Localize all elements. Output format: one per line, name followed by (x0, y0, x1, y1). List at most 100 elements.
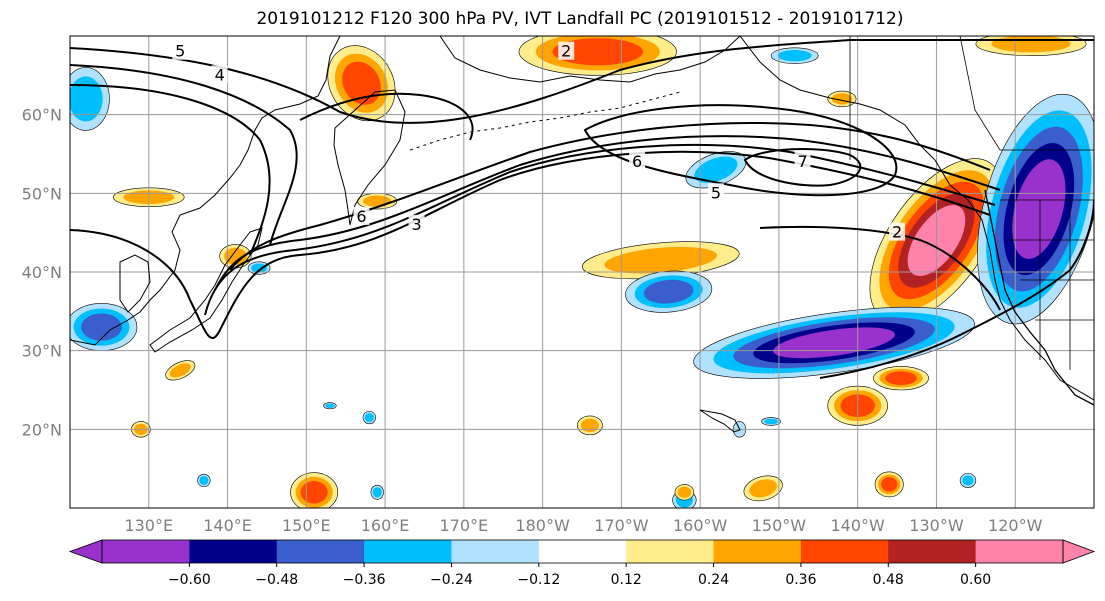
pv-anomaly-band (891, 373, 912, 383)
contour-label-backdrop (794, 151, 811, 170)
pv-anomaly-band (652, 284, 685, 300)
pv-anomaly-band (75, 85, 96, 113)
pv-anomaly-band (702, 161, 729, 178)
pv-anomaly-positive (165, 360, 196, 381)
contour-label-backdrop (211, 65, 228, 84)
pv-anomaly-positive (827, 90, 857, 108)
contour-line-5 (214, 135, 1001, 291)
pv-anomaly-positive (576, 415, 603, 436)
contour-label-backdrop (629, 151, 646, 170)
longitude-label: 150°E (282, 516, 331, 535)
pv-anomaly-band (884, 479, 895, 489)
longitude-label: 160°W (673, 516, 728, 535)
colorbar-segment (364, 540, 452, 563)
contour-label-backdrop (707, 183, 724, 202)
pv-anomaly-negative (625, 270, 713, 313)
latitude-label: 40°N (22, 263, 62, 282)
longitude-label: 140°W (831, 516, 886, 535)
colorbar-tick-label: 0.36 (785, 572, 816, 588)
contour-label: 4 (215, 65, 225, 84)
contour-label: 3 (411, 215, 421, 234)
pv-anomaly-band (1007, 38, 1055, 49)
latitude-label: 50°N (22, 184, 62, 203)
pv-anomaly-band (793, 332, 876, 354)
contour-label-backdrop (172, 41, 189, 60)
contour-label-backdrop (889, 222, 906, 241)
contour-label: 2 (892, 223, 902, 242)
longitude-label: 130°W (909, 516, 964, 535)
pv-anomaly-negative (70, 303, 138, 351)
colorbar-segment (626, 540, 715, 563)
pv-anomaly-negative (323, 402, 337, 410)
contour-line-2-east (759, 225, 1001, 311)
colorbar-segment (975, 540, 1064, 563)
western-us-coastline (984, 189, 1094, 406)
contour-line-inner-north (299, 92, 474, 141)
latitude-label: 20°N (22, 420, 62, 439)
pv-anomaly-positive (674, 484, 695, 501)
japan-coastline (149, 227, 263, 353)
pv-anomaly-negative (761, 417, 781, 426)
pv-anomaly-band (374, 489, 380, 496)
contour-label-backdrop (353, 206, 370, 225)
longitude-label: 130°E (124, 516, 173, 535)
map-title: 2019101212 F120 300 hPa PV, IVT Landfall… (256, 9, 904, 29)
pv-anomaly-negative (770, 47, 819, 64)
pv-anomaly-positive (874, 471, 904, 498)
pv-anomaly-positive (873, 366, 929, 391)
pv-anomaly-band (366, 414, 373, 421)
longitude-label: 120°W (988, 516, 1043, 535)
contour-line-7-closed (743, 148, 862, 187)
contour-line-6 (229, 122, 991, 271)
pv-anomaly-band (173, 366, 187, 375)
pv-anomaly-band (569, 43, 627, 61)
contour-line-3 (70, 150, 991, 339)
colorbar-tick-label: 0.12 (611, 572, 642, 588)
colorbar-tick-label: 0.24 (698, 572, 729, 588)
pv-anomaly-negative (362, 410, 376, 425)
colorbar-segment (800, 540, 889, 563)
contour-label: 6 (356, 207, 366, 226)
pv-anomaly-negative (70, 67, 110, 131)
pv-anomaly-band (626, 252, 695, 269)
pv-anomaly-negative (197, 473, 211, 488)
colorbar-segment (451, 540, 540, 563)
contour-label-backdrop (558, 41, 575, 60)
colorbar-extend-max (1062, 539, 1096, 564)
pv-anomaly-band (680, 488, 689, 496)
longitude-labels: 130°E 140°E 150°E 160°E 170°E 180°W 170°W 160°W… (124, 516, 1042, 535)
colorbar-tick-label: −0.12 (517, 572, 560, 588)
pv-anomaly-negative (693, 306, 975, 379)
pv-anomaly-band (754, 482, 772, 494)
colorbar-tick-label: −0.24 (430, 572, 473, 588)
colorbar-extend-min (68, 539, 103, 564)
asia-coastline (70, 36, 341, 346)
contour-line-outer-north (70, 39, 1094, 124)
alaska-coastline (439, 36, 741, 83)
colorbar-segment (276, 540, 365, 563)
pv-anomaly-band (1020, 175, 1057, 243)
longitude-label: 180°W (515, 516, 570, 535)
contour-label: 5 (711, 183, 721, 202)
contour-line-4-north (70, 84, 271, 256)
pv-anomaly-band (305, 485, 323, 500)
pv-anomaly-negative (977, 93, 1094, 325)
contour-label-backdrop (408, 214, 425, 233)
pv-anomaly-positive (290, 472, 339, 508)
contour-labels: 5 4 6 3 6 7 5 2 2 (172, 41, 906, 242)
contour-line-1-east (819, 199, 1094, 379)
colorbar-segment (888, 540, 977, 563)
latitude-labels: 20°N 30°N 40°N 50°N 60°N (22, 106, 62, 440)
pv-contours (70, 39, 1094, 379)
hawaii-islands (699, 409, 741, 433)
contour-label: 5 (175, 42, 185, 61)
colorbar-segment (713, 540, 802, 563)
pv-anomaly-negative (370, 484, 384, 500)
latitude-label: 30°N (22, 342, 62, 361)
pv-anomaly-band (327, 404, 333, 408)
contour-label: 7 (797, 152, 807, 171)
colorbar-segment (102, 540, 190, 563)
korea-coastline (119, 254, 151, 313)
pv-anomaly-band (349, 69, 374, 97)
